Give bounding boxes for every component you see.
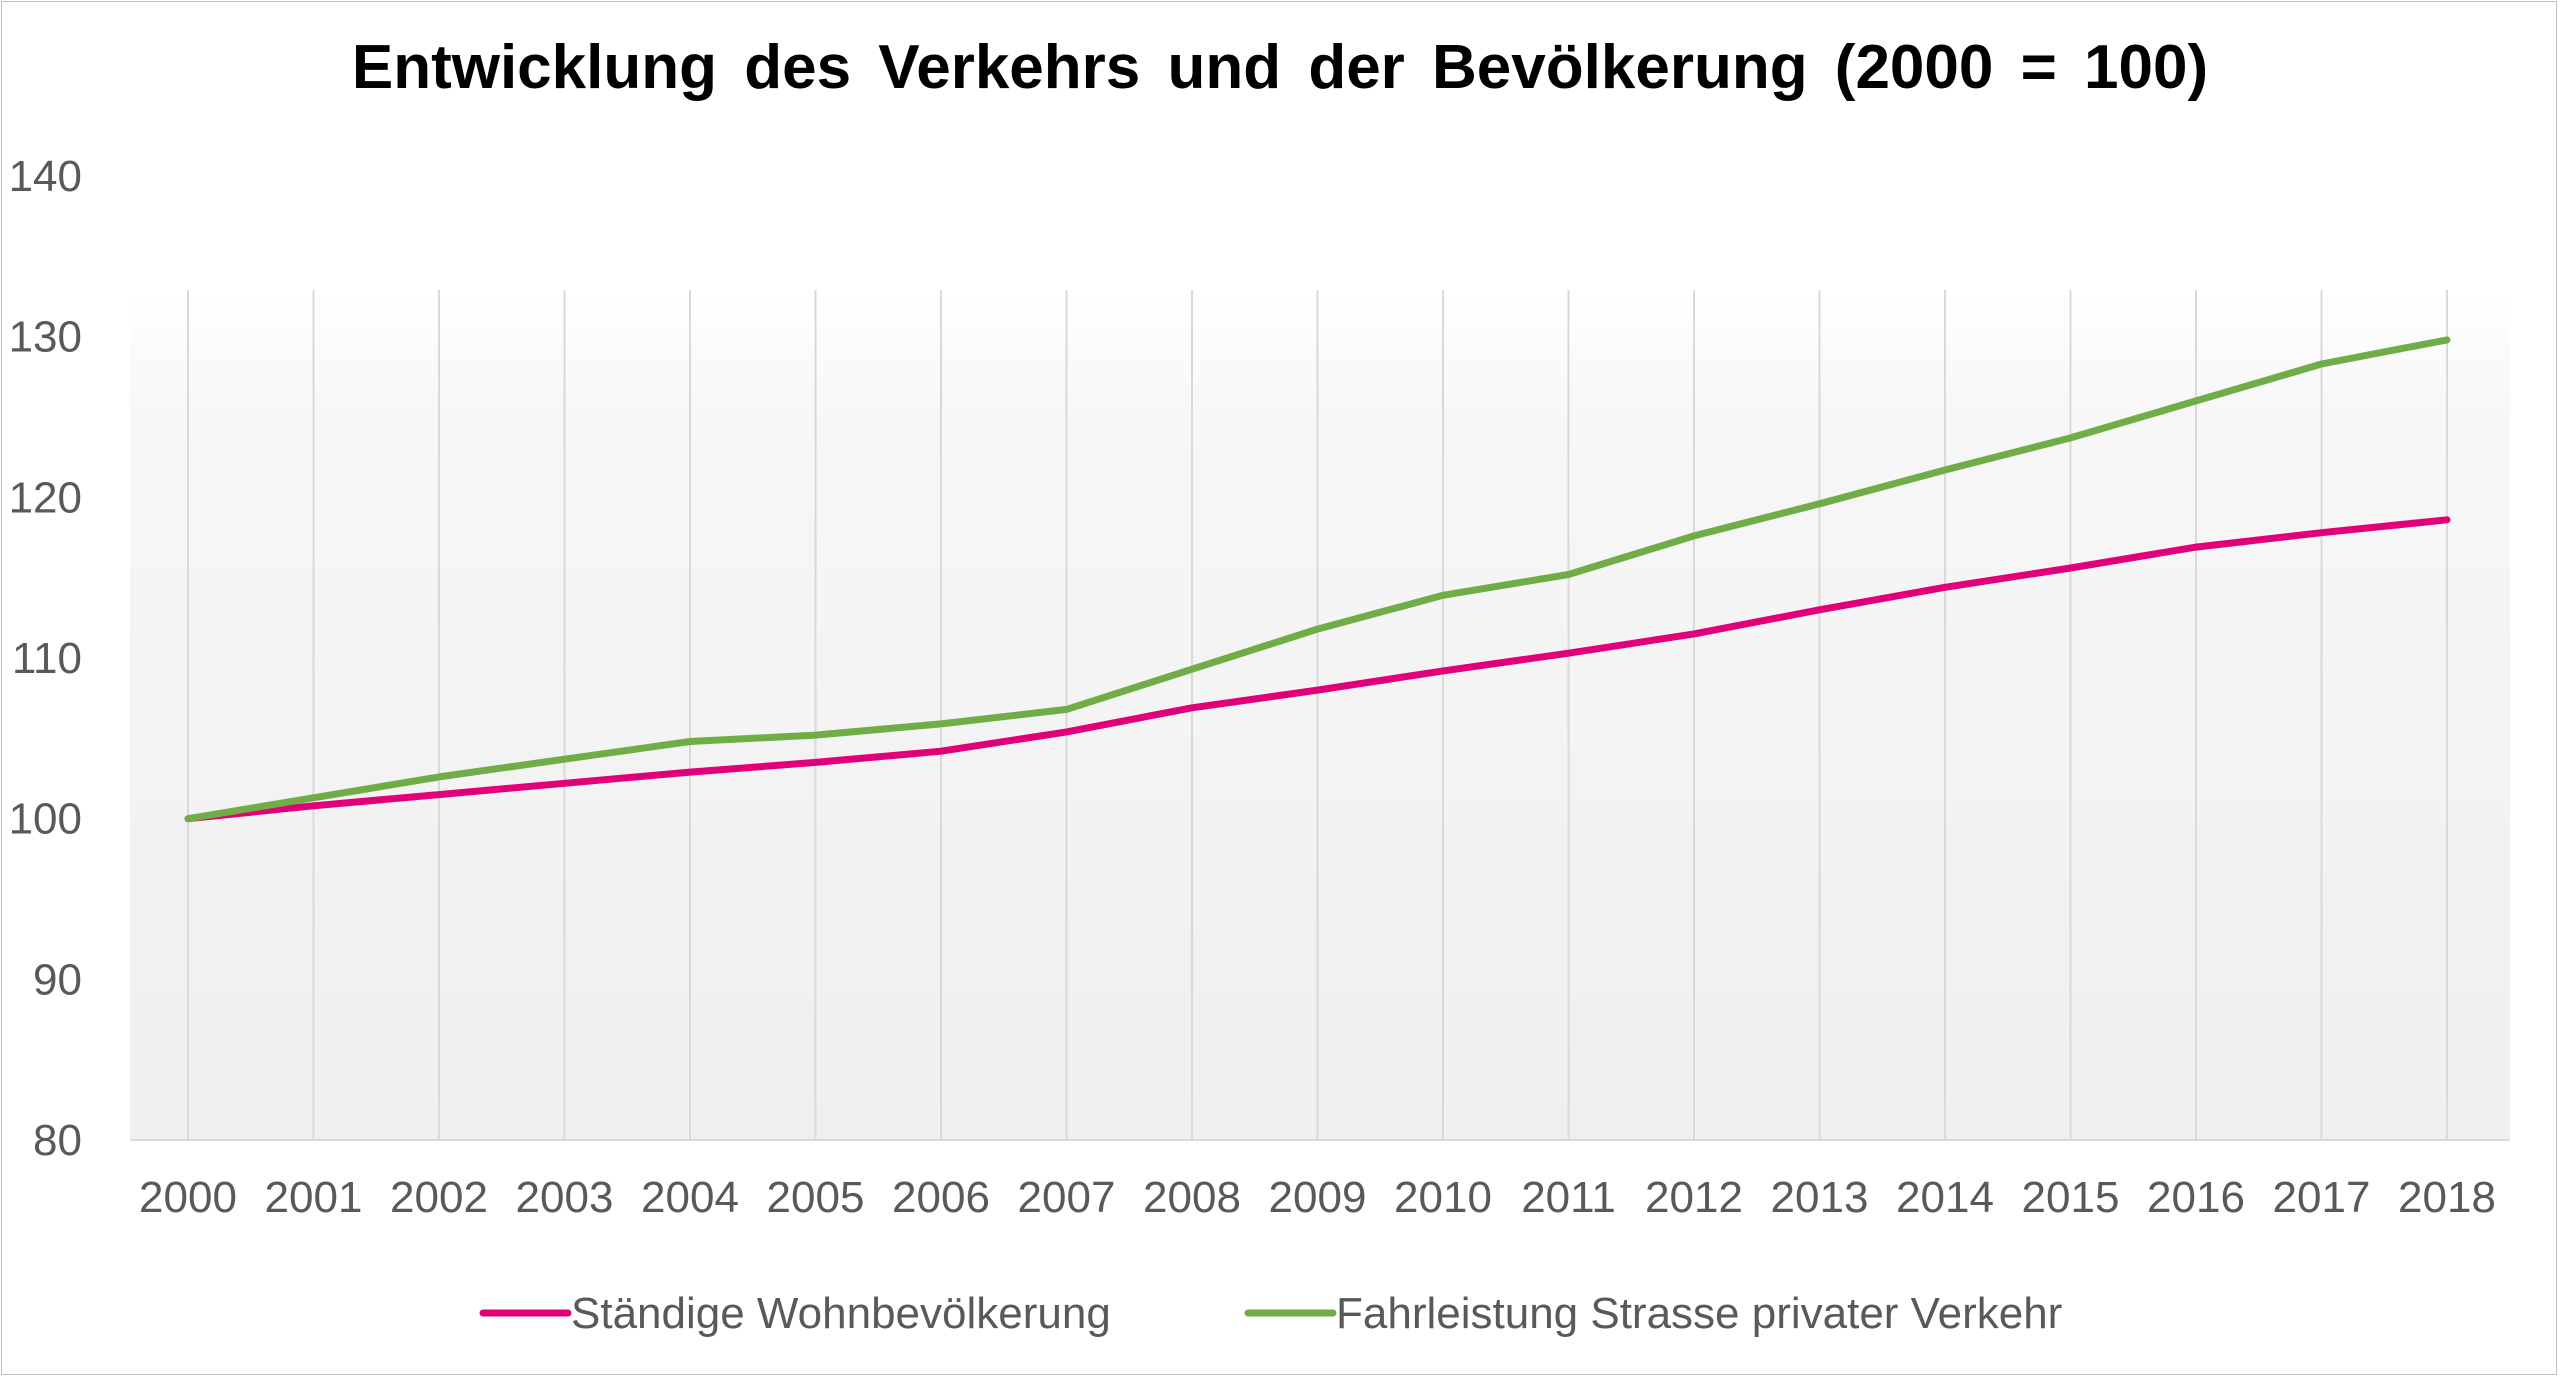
grid-lines [187,290,2448,1140]
legend: Ständige Wohnbevölkerung Fahrleistung Str… [479,1289,2062,1338]
x-tick-label: 2006 [892,1173,990,1222]
x-tick-label: 2010 [1394,1173,1492,1222]
x-tick-label: 2018 [2398,1173,2496,1222]
y-tick-label: 80 [33,1116,82,1165]
x-tick-label: 2011 [1521,1173,1616,1222]
plot-background [130,290,2510,1140]
legend-label-2: Fahrleistung Strasse privater Verkehr [1336,1289,2062,1338]
y-tick-label: 100 [9,795,82,844]
x-tick-label: 2017 [2273,1173,2371,1222]
y-tick-label: 140 [9,152,82,201]
y-tick-label: 120 [9,473,82,522]
x-tick-label: 2000 [139,1173,237,1222]
x-tick-label: 2004 [641,1173,739,1222]
x-tick-label: 2007 [1018,1173,1116,1222]
series-line-2 [184,336,2451,823]
x-tick-label: 2014 [1896,1173,1994,1222]
legend-label-1: Ständige Wohnbevölkerung [571,1289,1111,1338]
x-axis-ticks: 2000 2001 2002 2003 2004 2005 2006 2007 2008 2009… [139,1173,2496,1222]
y-tick-label: 110 [12,634,82,683]
x-tick-label: 2005 [767,1173,865,1222]
x-tick-label: 2015 [2022,1173,2120,1222]
x-tick-label: 2016 [2147,1173,2245,1222]
chart-title: Entwicklung des Verkehrs und der Bevölke… [351,33,2209,102]
x-tick-label: 2009 [1269,1173,1367,1222]
y-axis-ticks: 80 90 100 110 120 130 140 [9,152,82,1165]
x-tick-label: 2003 [516,1173,614,1222]
x-tick-label: 2008 [1143,1173,1241,1222]
x-tick-label: 2012 [1645,1173,1743,1222]
x-tick-label: 2002 [390,1173,488,1222]
series-line-1 [184,516,2451,823]
x-tick-label: 2001 [265,1173,363,1222]
y-tick-label: 130 [9,313,82,362]
x-tick-label: 2013 [1771,1173,1869,1222]
series-lines [184,336,2451,823]
y-tick-label: 90 [33,955,82,1004]
